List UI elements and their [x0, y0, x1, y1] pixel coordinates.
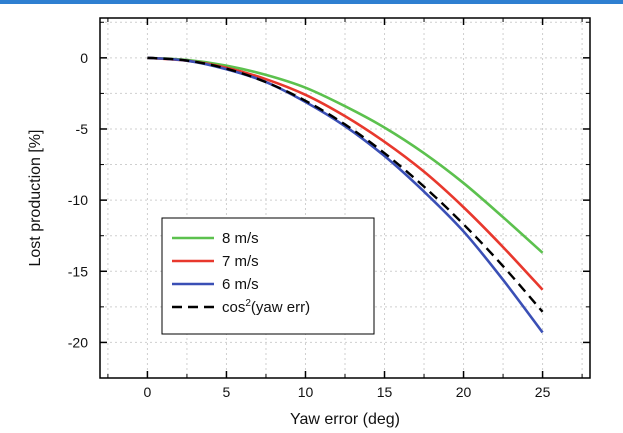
- header-rule: [0, 0, 623, 4]
- series-line-3: [147, 56, 544, 313]
- y-axis-title: Lost production [%]: [27, 130, 44, 267]
- y-tick-label: 0: [80, 50, 88, 66]
- legend-label-2: 6 m/s: [222, 276, 259, 293]
- x-tick-label: 0: [144, 384, 152, 400]
- legend: 8 m/s 7 m/s 6 m/s cos2(yaw err): [161, 217, 375, 335]
- x-tick-label: 15: [377, 384, 393, 400]
- legend-label-1: 7 m/s: [222, 253, 259, 270]
- legend-label-3: cos2(yaw err): [222, 298, 310, 316]
- y-tick-label: -10: [68, 192, 88, 208]
- y-tick-label: -5: [76, 121, 89, 137]
- x-tick-label: 10: [298, 384, 314, 400]
- x-tick-label: 5: [223, 384, 231, 400]
- legend-box: [161, 217, 375, 335]
- tick-marks: [100, 18, 590, 378]
- x-tick-labels: 0 5 10 15 20 25: [144, 384, 551, 400]
- x-tick-label: 25: [535, 384, 551, 400]
- y-tick-labels: 0 -5 -10 -15 -20: [68, 50, 88, 351]
- series-line-0: [147, 56, 544, 254]
- y-tick-label: -15: [68, 263, 88, 279]
- legend-label-0: 8 m/s: [222, 230, 259, 247]
- y-tick-label: -20: [68, 334, 88, 350]
- x-axis-title: Yaw error (deg): [290, 411, 400, 428]
- x-tick-label: 20: [456, 384, 472, 400]
- series-lines: [147, 56, 544, 334]
